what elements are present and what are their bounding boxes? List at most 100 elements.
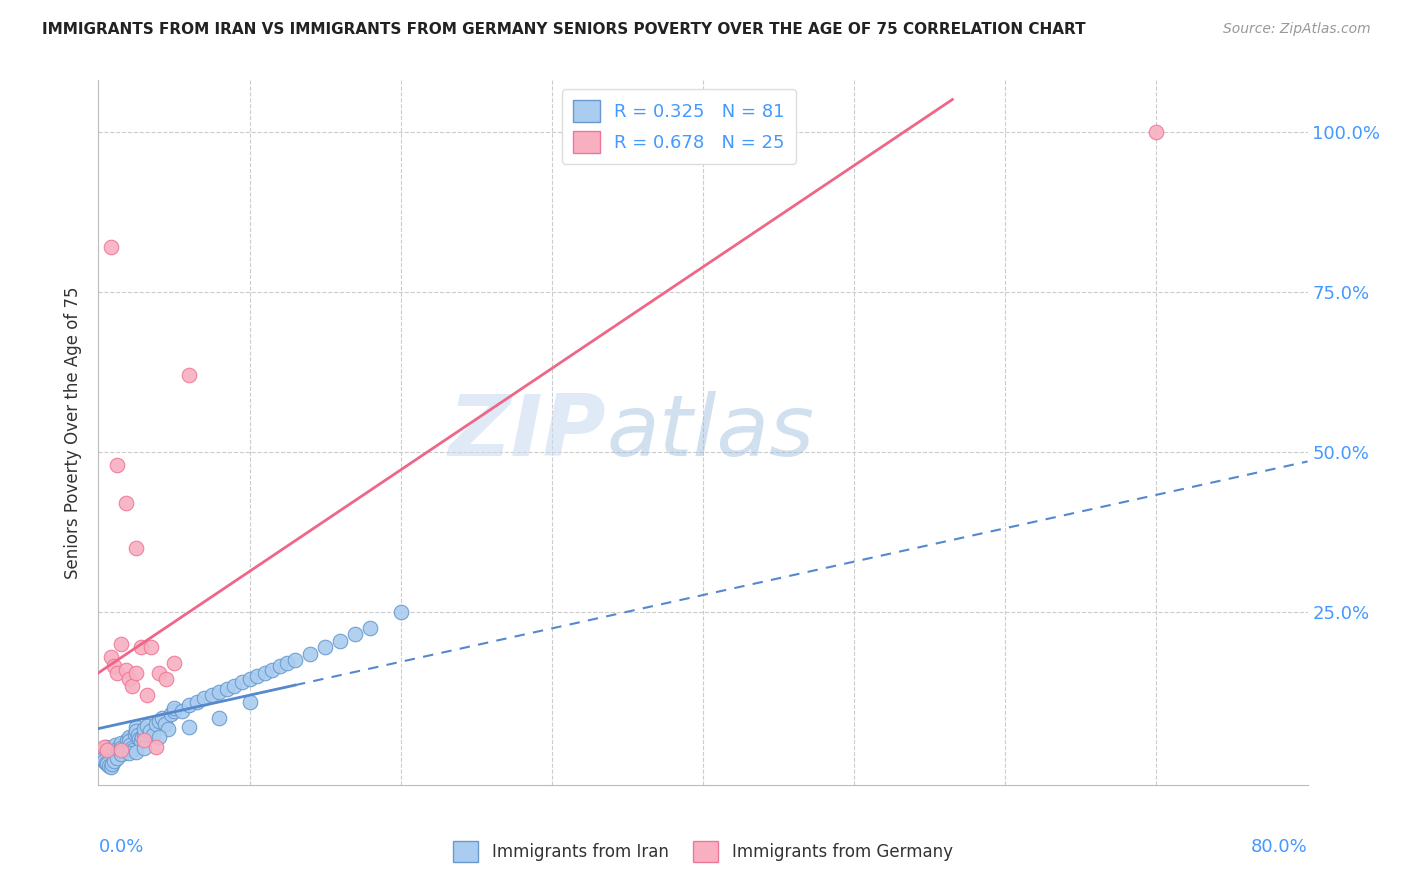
Point xyxy=(129,640,152,655)
Point xyxy=(125,541,148,555)
Point xyxy=(148,665,170,680)
Point xyxy=(100,760,122,774)
Point xyxy=(125,720,148,734)
Text: Source: ZipAtlas.com: Source: ZipAtlas.com xyxy=(1223,22,1371,37)
Point xyxy=(135,688,157,702)
Point xyxy=(145,717,167,731)
Point xyxy=(148,730,170,744)
Point xyxy=(125,723,148,738)
Point xyxy=(120,738,142,752)
Point xyxy=(114,663,136,677)
Point xyxy=(160,707,183,722)
Point xyxy=(101,747,124,762)
Point xyxy=(104,738,127,752)
Point xyxy=(103,745,125,759)
Point xyxy=(105,665,128,680)
Point xyxy=(163,657,186,671)
Point xyxy=(100,240,122,254)
Point xyxy=(179,720,201,734)
Point xyxy=(128,731,150,746)
Point xyxy=(156,722,179,736)
Point xyxy=(329,633,352,648)
Point xyxy=(94,756,117,770)
Point xyxy=(101,757,124,772)
Point xyxy=(105,458,128,472)
Point xyxy=(132,740,155,755)
Point xyxy=(121,740,143,755)
Point xyxy=(108,747,131,762)
Point xyxy=(100,749,122,764)
Point xyxy=(155,673,177,687)
Point xyxy=(125,665,148,680)
Point xyxy=(115,733,138,747)
Point xyxy=(110,747,132,762)
Point xyxy=(112,746,135,760)
Point xyxy=(91,752,114,766)
Point xyxy=(262,663,284,677)
Point xyxy=(208,685,231,699)
Text: 0.0%: 0.0% xyxy=(98,838,143,855)
Point xyxy=(93,739,115,754)
Text: IMMIGRANTS FROM IRAN VS IMMIGRANTS FROM GERMANY SENIORS POVERTY OVER THE AGE OF : IMMIGRANTS FROM IRAN VS IMMIGRANTS FROM … xyxy=(42,22,1085,37)
Point xyxy=(103,659,125,673)
Point xyxy=(360,621,382,635)
Point xyxy=(150,711,173,725)
Point xyxy=(269,659,291,673)
Point xyxy=(110,742,132,756)
Point xyxy=(125,745,148,759)
Point xyxy=(389,605,412,619)
Point xyxy=(121,679,143,693)
Point xyxy=(179,368,201,382)
Point xyxy=(96,742,118,756)
Point xyxy=(145,739,167,754)
Point xyxy=(239,695,262,709)
Point xyxy=(110,637,132,651)
Point xyxy=(186,695,208,709)
Point xyxy=(118,730,141,744)
Point xyxy=(98,758,121,772)
Point xyxy=(208,711,231,725)
Point xyxy=(179,698,201,712)
Point xyxy=(284,653,307,667)
Point xyxy=(246,669,269,683)
Point xyxy=(114,496,136,510)
Point xyxy=(94,739,117,754)
Point xyxy=(132,722,155,736)
Point xyxy=(148,714,170,728)
Point xyxy=(110,736,132,750)
Point xyxy=(132,727,155,741)
Point xyxy=(253,665,276,680)
Y-axis label: Seniors Poverty Over the Age of 75: Seniors Poverty Over the Age of 75 xyxy=(65,286,83,579)
Point xyxy=(131,730,153,744)
Point xyxy=(344,627,367,641)
Point xyxy=(153,717,176,731)
Point xyxy=(139,723,162,738)
Text: ZIP: ZIP xyxy=(449,391,606,475)
Point xyxy=(129,734,152,748)
Point xyxy=(132,733,155,747)
Point xyxy=(103,754,125,768)
Point xyxy=(111,742,134,756)
Point xyxy=(96,746,118,760)
Point xyxy=(201,688,224,702)
Point xyxy=(105,742,128,756)
Point xyxy=(107,746,129,760)
Legend: Immigrants from Iran, Immigrants from Germany: Immigrants from Iran, Immigrants from Ge… xyxy=(447,835,959,868)
Text: 80.0%: 80.0% xyxy=(1251,838,1308,855)
Point xyxy=(124,727,146,741)
Point xyxy=(224,679,246,693)
Point xyxy=(93,754,115,768)
Point xyxy=(98,742,121,756)
Point xyxy=(135,719,157,733)
Point xyxy=(314,640,336,655)
Point xyxy=(122,742,145,756)
Point xyxy=(239,673,262,687)
Point xyxy=(215,681,238,696)
Point xyxy=(127,728,149,742)
Point xyxy=(114,739,136,754)
Point xyxy=(163,701,186,715)
Point xyxy=(100,649,122,664)
Point xyxy=(163,704,186,718)
Point xyxy=(141,640,163,655)
Point xyxy=(103,740,125,755)
